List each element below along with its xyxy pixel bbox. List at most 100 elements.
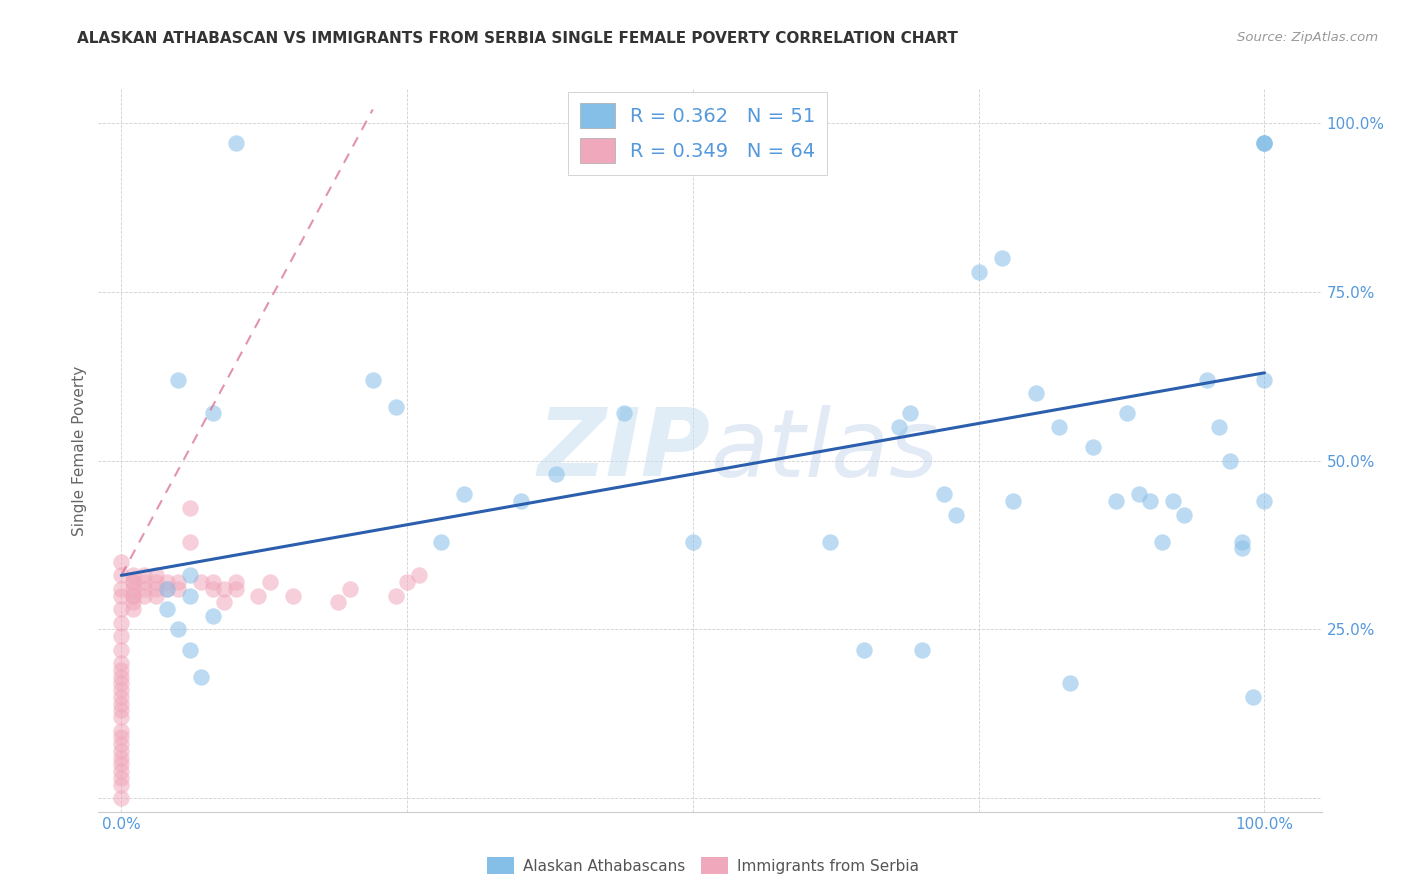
Point [281, 589, 304, 603]
Point [110, 764, 132, 779]
Y-axis label: Single Female Poverty: Single Female Poverty [72, 366, 87, 535]
Point [453, 487, 475, 501]
Point [1150, 534, 1173, 549]
Point [110, 663, 132, 677]
Point [1025, 386, 1047, 401]
Point [145, 575, 167, 590]
Point [110, 582, 132, 596]
Point [110, 778, 132, 792]
Point [212, 582, 235, 596]
Text: ZIP: ZIP [537, 404, 710, 497]
Point [510, 494, 533, 508]
Point [145, 589, 167, 603]
Point [179, 589, 201, 603]
Point [1128, 487, 1150, 501]
Point [179, 534, 201, 549]
Point [121, 602, 143, 616]
Point [121, 575, 143, 590]
Point [384, 589, 406, 603]
Point [110, 615, 132, 630]
Text: ALASKAN ATHABASCAN VS IMMIGRANTS FROM SERBIA SINGLE FEMALE POVERTY CORRELATION C: ALASKAN ATHABASCAN VS IMMIGRANTS FROM SE… [77, 31, 959, 46]
Point [1116, 406, 1139, 420]
Point [934, 487, 956, 501]
Point [179, 500, 201, 515]
Point [110, 629, 132, 643]
Point [121, 568, 143, 582]
Point [190, 670, 212, 684]
Point [134, 582, 156, 596]
Legend: R = 0.362   N = 51, R = 0.349   N = 64: R = 0.362 N = 51, R = 0.349 N = 64 [568, 92, 827, 175]
Point [110, 750, 132, 764]
Point [1139, 494, 1161, 508]
Point [110, 670, 132, 684]
Point [408, 568, 430, 582]
Point [910, 642, 932, 657]
Point [145, 582, 167, 596]
Point [1219, 453, 1241, 467]
Point [110, 642, 132, 657]
Point [110, 676, 132, 690]
Point [1059, 676, 1081, 690]
Point [887, 420, 910, 434]
Point [110, 589, 132, 603]
Point [121, 589, 143, 603]
Point [613, 406, 636, 420]
Point [945, 508, 967, 522]
Legend: Alaskan Athabascans, Immigrants from Serbia: Alaskan Athabascans, Immigrants from Ser… [481, 851, 925, 880]
Point [134, 589, 156, 603]
Point [156, 575, 179, 590]
Point [1230, 541, 1253, 556]
Point [110, 568, 132, 582]
Point [110, 602, 132, 616]
Point [110, 683, 132, 698]
Point [1253, 136, 1275, 151]
Point [156, 602, 179, 616]
Point [110, 723, 132, 738]
Point [1253, 136, 1275, 151]
Point [259, 575, 281, 590]
Point [110, 737, 132, 751]
Point [247, 589, 270, 603]
Point [967, 264, 990, 278]
Point [121, 589, 143, 603]
Point [396, 575, 419, 590]
Point [110, 757, 132, 772]
Point [544, 467, 567, 481]
Point [225, 575, 247, 590]
Point [179, 568, 201, 582]
Point [134, 575, 156, 590]
Point [384, 400, 406, 414]
Point [1197, 373, 1219, 387]
Point [1081, 440, 1104, 454]
Point [430, 534, 453, 549]
Point [1047, 420, 1070, 434]
Point [121, 582, 143, 596]
Point [1241, 690, 1264, 704]
Point [110, 791, 132, 805]
Point [145, 568, 167, 582]
Text: Source: ZipAtlas.com: Source: ZipAtlas.com [1237, 31, 1378, 45]
Point [110, 731, 132, 745]
Point [225, 136, 247, 151]
Point [167, 623, 190, 637]
Point [167, 582, 190, 596]
Point [225, 582, 247, 596]
Point [1161, 494, 1184, 508]
Point [134, 568, 156, 582]
Point [201, 406, 224, 420]
Point [1230, 534, 1253, 549]
Point [818, 534, 841, 549]
Point [990, 251, 1012, 265]
Point [1253, 136, 1275, 151]
Point [167, 575, 190, 590]
Point [1208, 420, 1230, 434]
Point [201, 582, 224, 596]
Point [110, 697, 132, 711]
Point [328, 595, 350, 609]
Point [682, 534, 704, 549]
Point [212, 595, 235, 609]
Point [1105, 494, 1128, 508]
Point [121, 575, 143, 590]
Point [110, 690, 132, 704]
Point [110, 744, 132, 758]
